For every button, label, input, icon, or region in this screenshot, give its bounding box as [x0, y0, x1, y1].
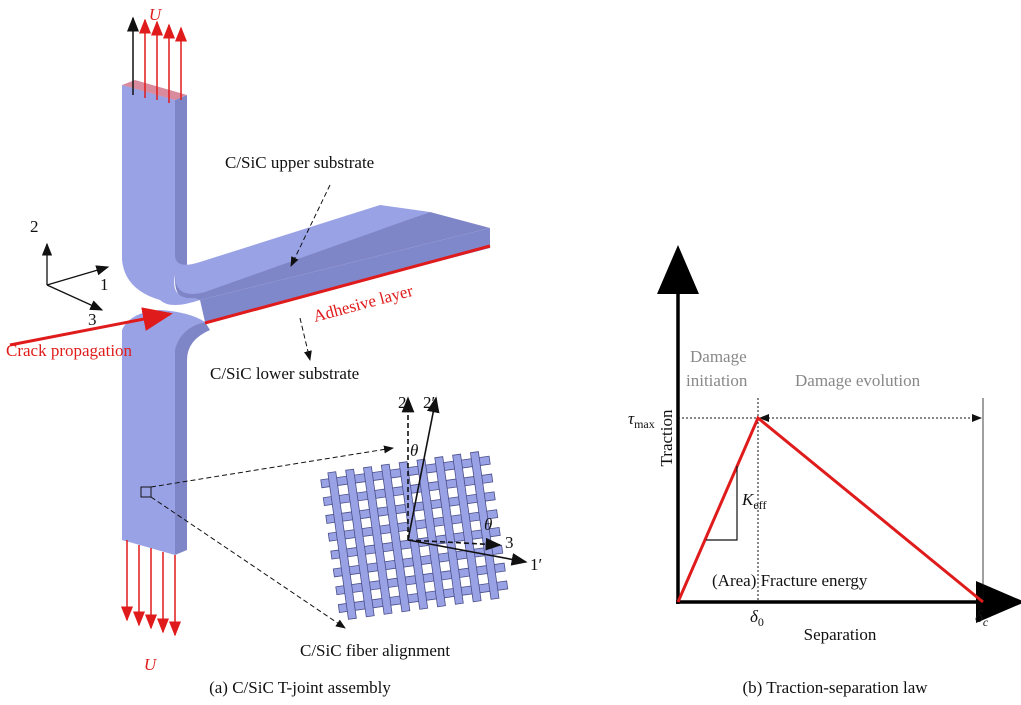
subscript: c [983, 615, 989, 629]
adhesive-line [204, 244, 491, 325]
deltac-label: δc [975, 607, 989, 629]
label: Crack propagation [6, 341, 133, 360]
subscript: max [634, 417, 655, 431]
top-face [122, 80, 187, 100]
tau-label: τmax [628, 409, 655, 431]
axis-label: 1 [100, 275, 109, 294]
label: C/SiC fiber alignment [300, 641, 450, 660]
flange-front [200, 228, 490, 322]
annotation: Damage [690, 347, 747, 366]
x-label: Separation [804, 625, 877, 644]
symbol: δ [975, 607, 984, 626]
symbol: τ [628, 409, 635, 428]
annotation: (Area) Fracture energy [712, 571, 868, 590]
stiffness-label: Keff [741, 490, 766, 512]
crack-arrow [9, 307, 173, 347]
delta0-label: δ0 [750, 607, 764, 629]
subscript: eff [753, 498, 766, 512]
load-label: U [144, 655, 158, 674]
caption: (b) Traction-separation law [742, 678, 928, 697]
symbol: K [741, 490, 755, 509]
symbol: δ [750, 607, 759, 626]
axis-label: 2 [398, 393, 407, 412]
caption: (a) C/SiC T-joint assembly [209, 678, 391, 697]
traction-plot [657, 245, 1021, 623]
leaders [140, 184, 394, 629]
label: C/SiC upper substrate [225, 153, 374, 172]
upper-side [175, 95, 490, 301]
annotation: Damage evolution [795, 371, 921, 390]
axis-label: 1′ [530, 555, 542, 574]
upper-web [122, 85, 200, 305]
axis-label: 3 [88, 310, 97, 329]
angle-label: θ [484, 515, 492, 534]
load-arrows [121, 16, 187, 637]
fiber-axes [401, 396, 528, 566]
global-axes [41, 242, 110, 311]
angle-label: θ [410, 441, 418, 460]
lower-side [175, 322, 210, 555]
annotation: initiation [686, 371, 748, 390]
lower-front [122, 310, 205, 555]
subscript: 0 [758, 615, 764, 629]
fiber-weave [320, 451, 509, 620]
axis-label: 3 [505, 533, 514, 552]
load-label: U [149, 5, 163, 24]
axis-label: 2 [30, 217, 39, 236]
label: C/SiC lower substrate [210, 364, 359, 383]
t-joint [122, 80, 491, 555]
axis-label: 2′ [423, 393, 435, 412]
y-label: Traction [657, 409, 676, 466]
